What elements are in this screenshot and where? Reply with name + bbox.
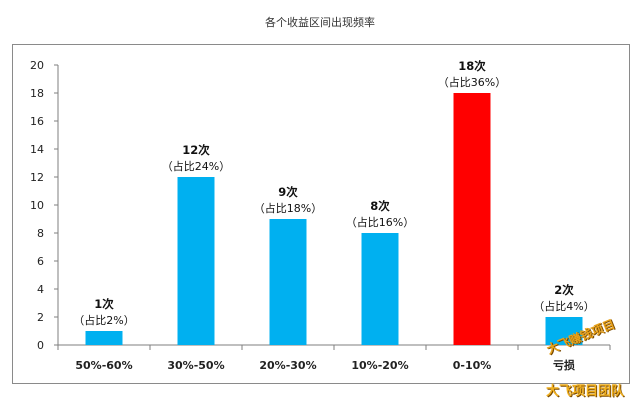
x-tick-label: 20%-30% bbox=[259, 359, 316, 372]
y-tick-label: 8 bbox=[37, 227, 44, 240]
watermark: 大飞赚钱项目 大飞项目团队 bbox=[536, 317, 640, 406]
x-tick-label: 10%-20% bbox=[351, 359, 408, 372]
y-tick-label: 18 bbox=[30, 87, 44, 100]
data-label-share: （占比16%） bbox=[346, 215, 414, 229]
data-label-count: 18次 bbox=[458, 59, 486, 73]
y-tick-label: 6 bbox=[37, 255, 44, 268]
y-tick-label: 2 bbox=[37, 311, 44, 324]
bar bbox=[85, 331, 123, 345]
data-label-share: （占比18%） bbox=[254, 201, 322, 215]
bar bbox=[545, 317, 583, 345]
data-label-share: （占比2%） bbox=[73, 313, 134, 327]
x-tick-label: 0-10% bbox=[453, 359, 492, 372]
y-tick-label: 20 bbox=[30, 59, 44, 72]
y-tick-label: 12 bbox=[30, 171, 44, 184]
x-tick-label: 50%-60% bbox=[75, 359, 132, 372]
watermark-line-2: 大飞项目团队 bbox=[546, 384, 625, 399]
x-tick-label: 亏损 bbox=[553, 358, 575, 372]
data-label-count: 12次 bbox=[182, 143, 210, 157]
y-tick-label: 14 bbox=[30, 143, 44, 156]
data-label-count: 1次 bbox=[94, 297, 114, 311]
y-tick-label: 4 bbox=[37, 283, 44, 296]
bar bbox=[269, 219, 307, 345]
data-label-count: 9次 bbox=[278, 185, 298, 199]
y-tick-label: 0 bbox=[37, 339, 44, 352]
x-tick-label: 30%-50% bbox=[167, 359, 224, 372]
data-label-share: （占比24%） bbox=[162, 159, 230, 173]
data-label-count: 2次 bbox=[554, 283, 574, 297]
data-label-share: （占比36%） bbox=[438, 75, 506, 89]
plot-frame bbox=[12, 44, 630, 384]
y-tick-label: 16 bbox=[30, 115, 44, 128]
y-tick-label: 10 bbox=[30, 199, 44, 212]
chart-title: 各个收益区间出现频率 bbox=[265, 16, 375, 29]
bar bbox=[361, 233, 399, 345]
bar bbox=[453, 93, 491, 345]
data-label-count: 8次 bbox=[370, 199, 390, 213]
bar bbox=[177, 177, 215, 345]
data-label-share: （占比4%） bbox=[533, 299, 594, 313]
